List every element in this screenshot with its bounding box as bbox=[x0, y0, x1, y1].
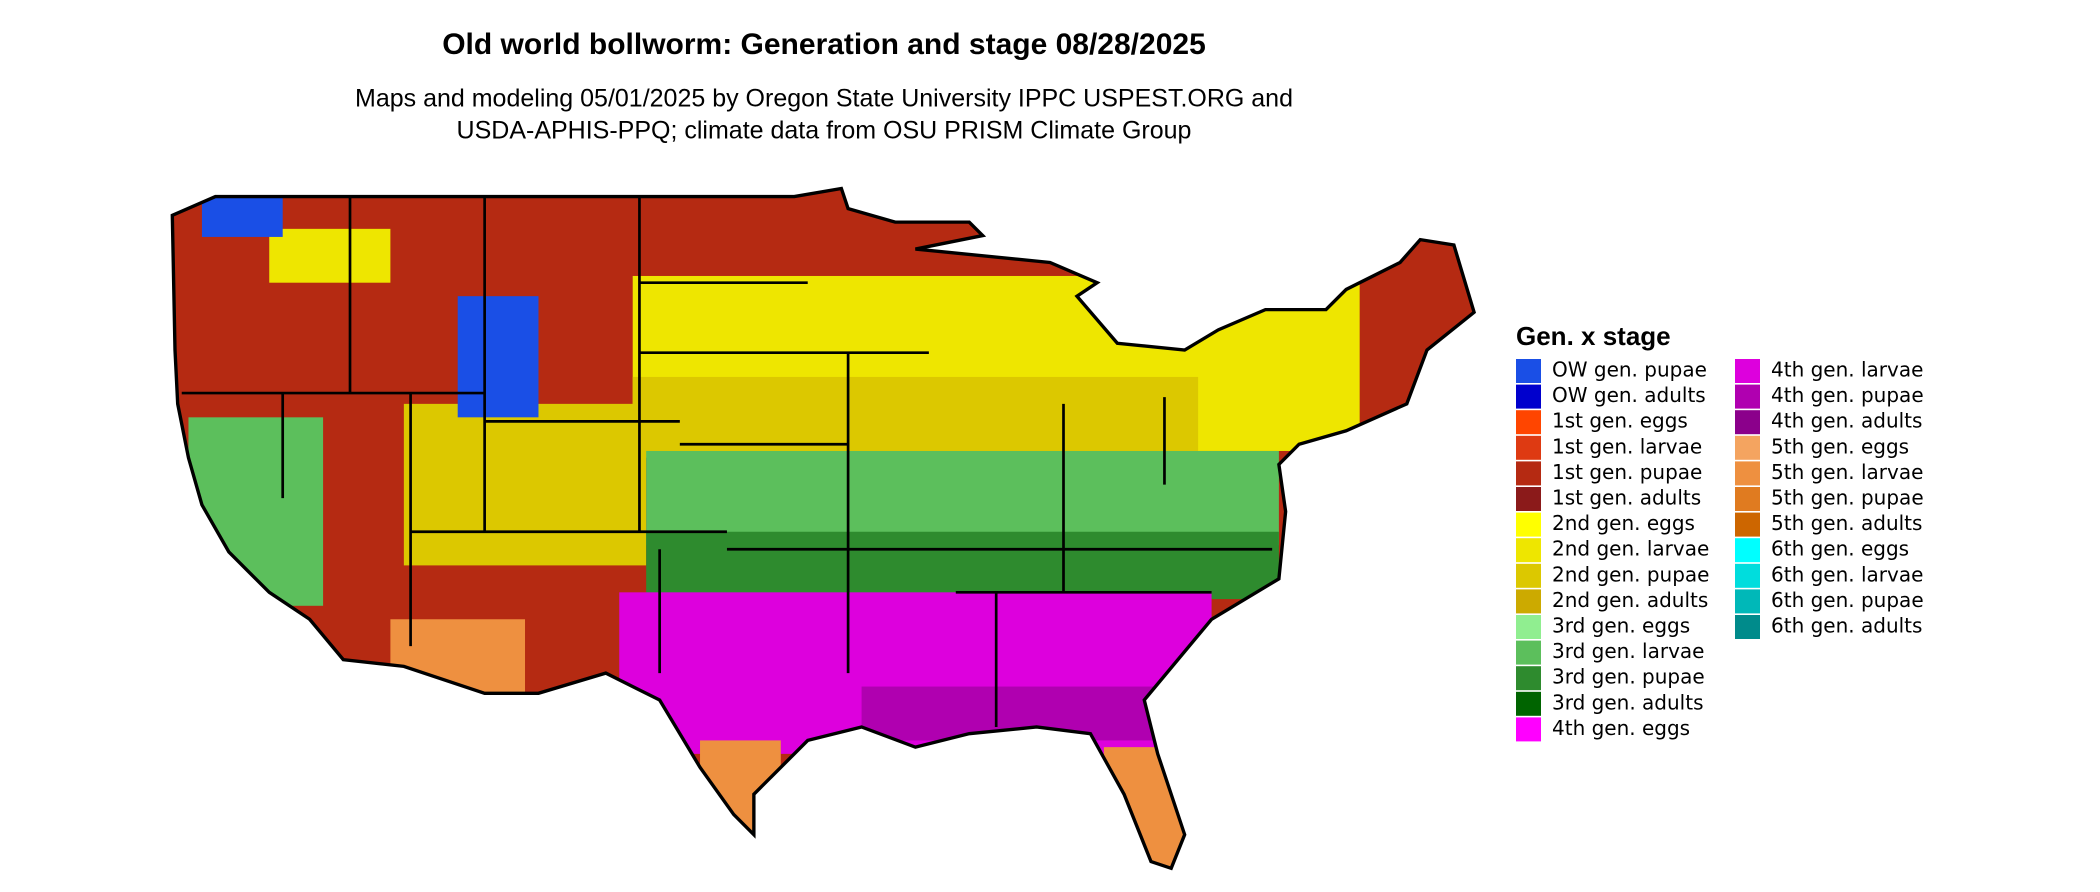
region bbox=[201, 196, 283, 237]
legend-swatch bbox=[1735, 512, 1760, 537]
region bbox=[269, 228, 391, 283]
legend-swatch bbox=[1735, 538, 1760, 563]
legend-label: 2nd gen. larvae bbox=[1552, 537, 1709, 561]
region bbox=[403, 403, 647, 566]
legend-label: 1st gen. adults bbox=[1552, 486, 1701, 510]
legend-swatch bbox=[1516, 410, 1541, 435]
legend-label: 3rd gen. pupae bbox=[1552, 665, 1705, 689]
legend-swatch bbox=[1735, 589, 1760, 614]
legend-swatch bbox=[1516, 487, 1541, 511]
legend-swatch bbox=[1735, 435, 1760, 460]
legend-swatch bbox=[1735, 384, 1760, 409]
legend-swatch bbox=[1516, 640, 1541, 665]
legend-swatch bbox=[1735, 563, 1760, 588]
region bbox=[700, 740, 781, 849]
state-lines bbox=[181, 196, 1273, 727]
legend-label: 6th gen. pupae bbox=[1771, 588, 1924, 612]
region bbox=[646, 450, 1279, 546]
legend-swatch bbox=[1735, 410, 1760, 435]
subtitle: Maps and modeling 05/01/2025 by Oregon S… bbox=[355, 85, 1293, 113]
legend-swatch bbox=[1516, 512, 1541, 537]
legend-swatch bbox=[1735, 615, 1760, 639]
legend-label: 1st gen. pupae bbox=[1552, 460, 1702, 484]
map bbox=[170, 186, 1477, 871]
legend-label: 2nd gen. adults bbox=[1552, 588, 1708, 612]
legend-label: 6th gen. adults bbox=[1771, 614, 1922, 638]
legend-label: 5th gen. adults bbox=[1771, 511, 1922, 535]
legend-swatch bbox=[1516, 563, 1541, 588]
legend-label: 4th gen. larvae bbox=[1771, 358, 1923, 382]
map-fill bbox=[172, 188, 1475, 869]
legend-swatch bbox=[1516, 384, 1541, 409]
subtitle: USDA-APHIS-PPQ; climate data from OSU PR… bbox=[457, 117, 1192, 145]
legend-swatch bbox=[1516, 589, 1541, 614]
legend-swatch bbox=[1516, 359, 1541, 383]
legend-label: 4th gen. eggs bbox=[1552, 716, 1690, 740]
legend-label: 1st gen. eggs bbox=[1552, 409, 1688, 433]
outline bbox=[170, 186, 1477, 871]
legend-swatch bbox=[1516, 691, 1541, 716]
legend-label: 5th gen. pupae bbox=[1771, 486, 1924, 510]
legend-label: 4th gen. pupae bbox=[1771, 383, 1924, 407]
legend-swatch bbox=[1516, 615, 1541, 639]
legend-swatch bbox=[1735, 461, 1760, 486]
legend-label: 5th gen. larvae bbox=[1771, 460, 1923, 484]
legend-label: 2nd gen. eggs bbox=[1552, 511, 1695, 535]
legend-label: 5th gen. eggs bbox=[1771, 434, 1909, 458]
legend-title: Gen. x stage bbox=[1516, 321, 1671, 351]
legend-label: 4th gen. adults bbox=[1771, 409, 1922, 433]
legend-swatch bbox=[1516, 717, 1541, 742]
legend-label: OW gen. pupae bbox=[1552, 358, 1707, 382]
legend-swatch bbox=[1516, 666, 1541, 691]
region bbox=[646, 531, 1279, 600]
legend-swatch bbox=[1516, 461, 1541, 486]
legend-label: 3rd gen. adults bbox=[1552, 690, 1703, 714]
legend-label: 6th gen. larvae bbox=[1771, 562, 1923, 586]
legend-label: 3rd gen. larvae bbox=[1552, 639, 1704, 663]
legend-label: OW gen. adults bbox=[1552, 383, 1706, 407]
legend-swatch bbox=[1735, 487, 1760, 511]
region bbox=[861, 686, 1158, 741]
legend-swatch bbox=[1516, 538, 1541, 563]
legend-label: 2nd gen. pupae bbox=[1552, 562, 1709, 586]
legend-swatch bbox=[1516, 435, 1541, 460]
region bbox=[457, 296, 539, 418]
legend-label: 6th gen. eggs bbox=[1771, 537, 1909, 561]
title: Old world bollworm: Generation and stage… bbox=[442, 28, 1206, 61]
legend-label: 3rd gen. eggs bbox=[1552, 614, 1690, 638]
legend-swatch bbox=[1735, 359, 1760, 383]
legend-label: 1st gen. larvae bbox=[1552, 434, 1702, 458]
